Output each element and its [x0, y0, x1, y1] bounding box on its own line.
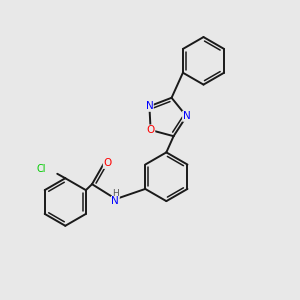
- Text: Cl: Cl: [37, 164, 46, 174]
- Text: N: N: [111, 196, 119, 206]
- Text: N: N: [183, 111, 190, 121]
- Text: O: O: [146, 125, 155, 135]
- Text: H: H: [112, 189, 119, 198]
- Text: O: O: [103, 158, 112, 168]
- Text: N: N: [146, 101, 153, 111]
